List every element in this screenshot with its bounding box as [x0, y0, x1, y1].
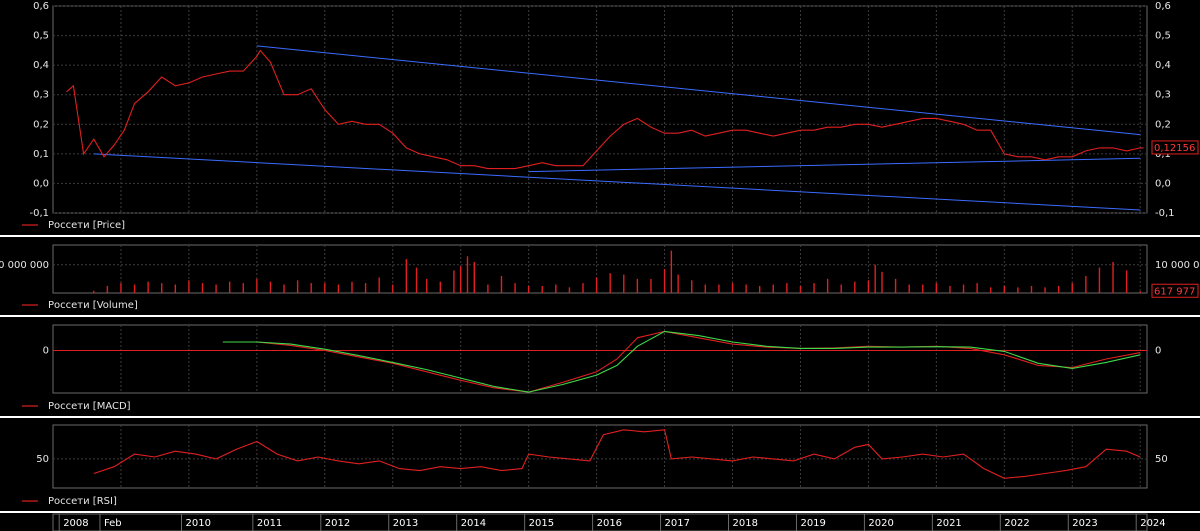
x-tick-label: 2024 — [1140, 518, 1165, 529]
legend-label: Россети [RSI] — [48, 496, 117, 507]
price-series-line — [222, 330, 1141, 393]
y-tick-label-right: 10 000 000 — [1155, 260, 1200, 271]
y-tick-label-left: 0,2 — [33, 119, 49, 130]
y-tick-label-left: 0,0 — [33, 178, 49, 189]
y-tick-label-left: 0,4 — [33, 60, 49, 71]
y-tick-label-left: 0,5 — [33, 31, 49, 42]
x-tick-label: 2011 — [257, 518, 282, 529]
y-tick-label-right: 0,6 — [1155, 1, 1171, 12]
last-value-box — [1151, 283, 1199, 298]
y-tick-label-right: 50 — [1155, 454, 1168, 465]
last-value-label: 617 977 — [1154, 286, 1195, 297]
x-tick-label: 2012 — [325, 518, 350, 529]
x-tick-label: 2019 — [800, 518, 825, 529]
x-tick-label: 2014 — [461, 518, 486, 529]
last-value-box — [1151, 140, 1199, 155]
y-tick-label-right: -0,1 — [1155, 208, 1175, 219]
legend-label: Россети [Volume] — [48, 300, 138, 311]
x-tick-label: 2010 — [186, 518, 211, 529]
legend-label: Россети [MACD] — [48, 401, 131, 412]
x-tick-label: 2018 — [733, 518, 758, 529]
y-tick-label-right: 0 — [1155, 346, 1161, 357]
x-tick-label: 2017 — [665, 518, 690, 529]
x-tick-label: 2023 — [1072, 518, 1097, 529]
plot-frame — [52, 424, 1148, 489]
x-tick-label: 2013 — [393, 518, 418, 529]
y-tick-label-right: 0,3 — [1155, 90, 1171, 101]
x-tick-label: 2008 — [63, 518, 88, 529]
plot-frame — [52, 244, 1148, 294]
price-series-line — [66, 49, 1144, 170]
x-tick-label: 2020 — [868, 518, 893, 529]
x-tick-label: 2016 — [597, 518, 622, 529]
y-tick-label-right: 0,0 — [1155, 178, 1171, 189]
y-tick-label-left: 0 — [43, 346, 49, 357]
y-tick-label-left: 0,3 — [33, 90, 49, 101]
trend-line — [93, 153, 1141, 211]
y-tick-label-right: 0,4 — [1155, 60, 1171, 71]
last-value-label: 0,12156 — [1154, 143, 1195, 154]
trend-line — [528, 157, 1141, 173]
y-tick-label-left: -0,1 — [29, 208, 49, 219]
price-series-line — [93, 429, 1141, 479]
x-tick-label: 2015 — [529, 518, 554, 529]
y-tick-label-left: 0,1 — [33, 149, 49, 160]
time-axis — [52, 513, 1148, 531]
signal-series-line — [222, 330, 1141, 393]
y-tick-label-left: 50 — [36, 454, 49, 465]
y-tick-label-right: 0,5 — [1155, 31, 1171, 42]
y-tick-label-left: 0,6 — [33, 1, 49, 12]
x-tick-label: Feb — [104, 518, 122, 529]
plot-frame — [52, 324, 1148, 394]
y-tick-label-right: 0,2 — [1155, 119, 1171, 130]
legend-label: Россети [Price] — [48, 220, 125, 231]
x-tick-label: 2021 — [936, 518, 961, 529]
y-tick-label-left: 10 000 000 — [0, 260, 49, 271]
x-tick-label: 2022 — [1004, 518, 1029, 529]
plot-frame — [52, 5, 1148, 214]
trend-line — [256, 45, 1141, 136]
